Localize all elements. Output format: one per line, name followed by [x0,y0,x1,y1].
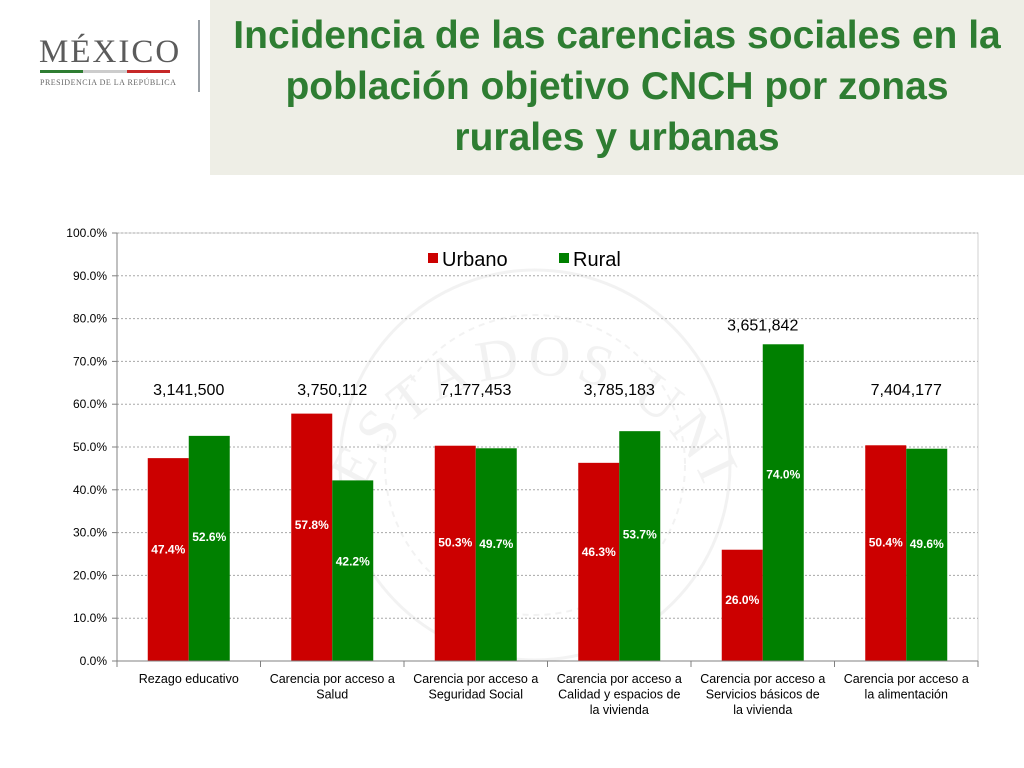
y-axis: 0.0% 10.0% 20.0% 30.0% 40.0% 50.0% 60.0% 70.0% 8… [66,226,118,668]
y-tick-label: 90.0% [73,269,107,283]
logo-wordmark: MÉXICO [39,34,182,70]
x-category-label: Carencia por acceso a Salud [270,672,395,702]
y-tick-label: 50.0% [73,440,107,454]
group-total-label: 7,177,453 [440,382,511,399]
legend-label-rural: Rural [573,249,621,271]
bar-value-label: 52.6% [192,530,226,544]
group-total-label: 7,404,177 [871,382,942,399]
x-category-label: Carencia por acceso a Servicios básicos d… [700,672,825,717]
bar-value-label: 57.8% [295,518,329,532]
bar-value-label: 50.4% [869,535,903,549]
y-tick-label: 30.0% [73,526,107,540]
y-tick-label: 100.0% [66,226,107,240]
bar-rural [475,448,517,661]
bar-value-label: 46.3% [582,545,616,559]
group-total-label: 3,141,500 [153,382,224,399]
bar-value-label: 47.4% [151,542,185,556]
logo-subtitle: PRESIDENCIA DE LA REPÚBLICA [40,78,177,87]
page-title: Incidencia de las carencias sociales en … [233,14,1001,159]
x-category-label: Rezago educativo [139,672,239,686]
bars: 47.4% 52.6% 3,141,500 57.8% 42.2% 3,750,112 50… [147,317,948,661]
x-category-label: Carencia por acceso a la alimentación [844,672,969,702]
y-tick-label: 20.0% [73,568,107,582]
bar-chart: ESTADOS UNIDOS MEXICANOS 0.0%10.0%20.0%3… [0,200,979,717]
bar-urbano [721,549,763,661]
bar-urbano [291,413,333,661]
bar-value-label: 49.7% [479,537,513,551]
bar-rural [188,435,230,661]
logo-color-stripe [40,70,170,73]
bar-rural [906,448,948,661]
group-total-label: 3,651,842 [727,317,798,334]
bar-value-label: 49.6% [910,537,944,551]
y-tick-label: 70.0% [73,354,107,368]
bar-rural [332,480,374,661]
x-category-label: Carencia por acceso a Calidad y espacios … [557,672,682,717]
y-tick-label: 0.0% [80,654,108,668]
bar-value-label: 53.7% [623,528,657,542]
group-total-label: 3,785,183 [584,382,655,399]
x-category-label: Carencia por acceso a Seguridad Social [413,672,538,702]
group-total-label: 3,750,112 [297,382,367,399]
mexico-logo: MÉXICO PRESIDENCIA DE LA REPÚBLICA [0,0,210,175]
bar-value-label: 42.2% [336,555,370,569]
logo-divider [198,20,200,92]
legend-label-urbano: Urbano [442,249,508,271]
chart-legend: Urbano Rural [428,249,621,271]
y-tick-label: 10.0% [73,611,107,625]
bar-urbano [865,445,907,661]
y-tick-label: 60.0% [73,397,107,411]
title-banner: Incidencia de las carencias sociales en … [210,0,1024,175]
bar-value-label: 74.0% [766,467,800,481]
legend-swatch-urbano [428,253,438,263]
bar-urbano [147,458,189,661]
bar-urbano [578,462,620,661]
bar-rural [619,431,661,661]
bar-rural [762,344,804,661]
chart-gridlines [116,232,979,662]
y-tick-label: 80.0% [73,312,107,326]
bar-urbano [434,445,476,661]
legend-swatch-rural [559,253,569,263]
bar-value-label: 50.3% [438,536,472,550]
bar-value-label: 26.0% [725,593,759,607]
x-axis: Rezago educativo Carencia por acceso a Sal… [116,660,979,717]
y-tick-label: 40.0% [73,483,107,497]
